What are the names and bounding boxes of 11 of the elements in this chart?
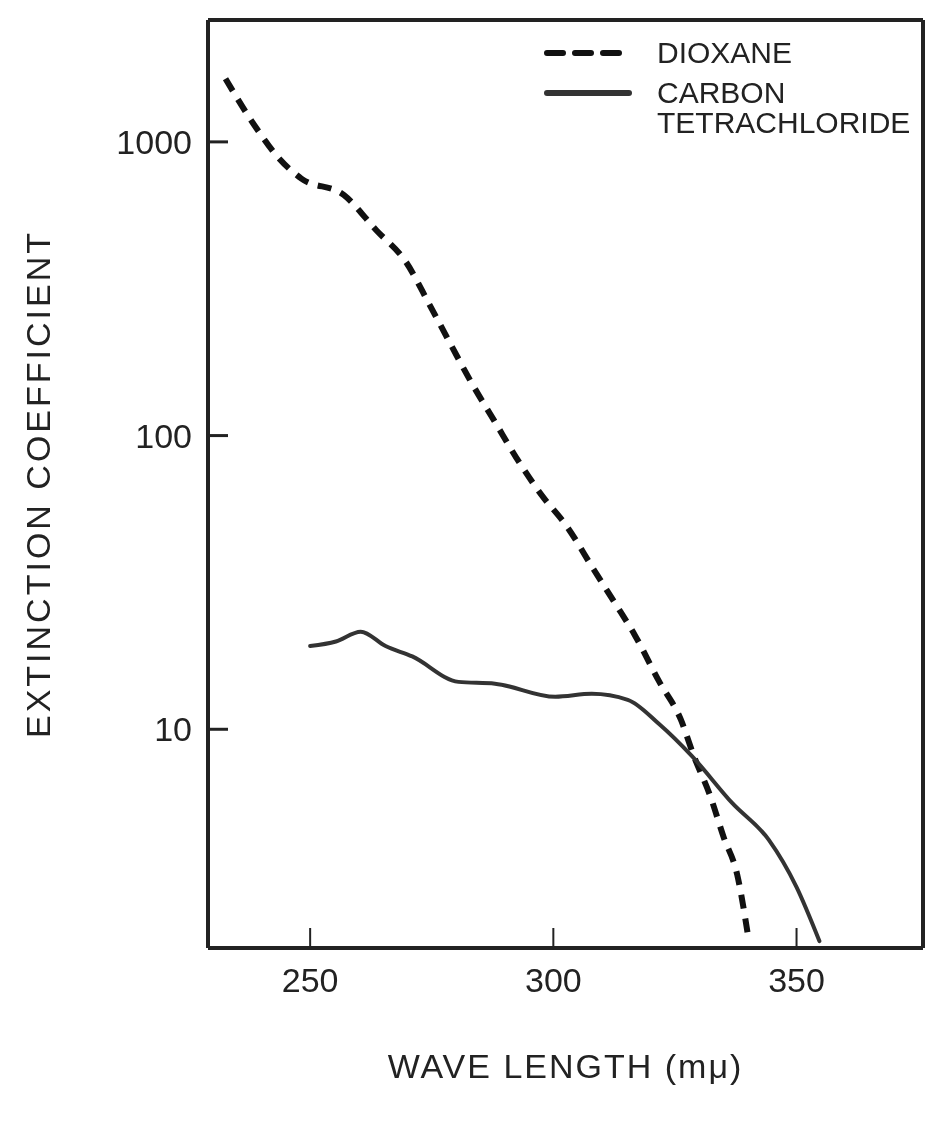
y-tick-label: 100 — [135, 416, 192, 455]
legend-label: CARBON TETRACHLORIDE — [657, 76, 912, 139]
x-tick-label: 300 — [524, 961, 582, 1000]
y-axis-title: EXTINCTION COEFFICIENT — [19, 230, 58, 738]
y-tick-label: 10 — [154, 710, 192, 749]
x-tick-label: 250 — [281, 961, 339, 1000]
line-series — [308, 629, 822, 944]
legend-label: DIOXANE — [657, 36, 794, 69]
y-tick-label: 1000 — [116, 122, 192, 161]
x-axis-title: WAVE LENGTH (mμ) — [387, 1047, 744, 1085]
x-tick-label: 350 — [768, 961, 825, 1000]
